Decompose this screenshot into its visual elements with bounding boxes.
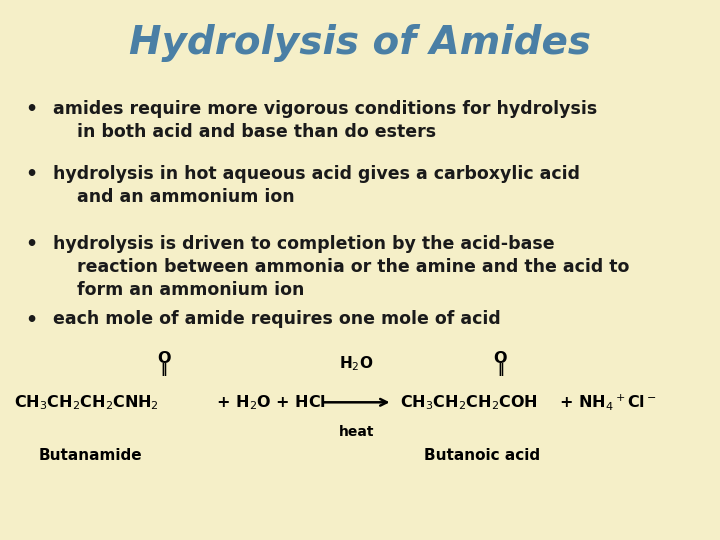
- Text: •: •: [25, 100, 37, 119]
- Text: •: •: [25, 235, 37, 254]
- Text: + NH$_4$$^+$Cl$^-$: + NH$_4$$^+$Cl$^-$: [554, 392, 657, 413]
- Text: ‖: ‖: [161, 363, 168, 376]
- Text: H$_2$O: H$_2$O: [339, 354, 374, 373]
- Text: hydrolysis in hot aqueous acid gives a carboxylic acid
    and an ammonium ion: hydrolysis in hot aqueous acid gives a c…: [53, 165, 580, 206]
- Text: ‖: ‖: [497, 363, 504, 376]
- Text: Hydrolysis of Amides: Hydrolysis of Amides: [129, 24, 591, 62]
- Text: heat: heat: [338, 425, 374, 439]
- Text: •: •: [25, 165, 37, 184]
- Text: + H$_2$O + HCl: + H$_2$O + HCl: [211, 393, 326, 411]
- Text: •: •: [25, 310, 37, 329]
- Text: CH$_3$CH$_2$CH$_2$CNH$_2$: CH$_3$CH$_2$CH$_2$CNH$_2$: [14, 393, 159, 411]
- Text: hydrolysis is driven to completion by the acid-base
    reaction between ammonia: hydrolysis is driven to completion by th…: [53, 235, 629, 299]
- Text: O: O: [158, 350, 171, 366]
- Text: Butanoic acid: Butanoic acid: [424, 448, 541, 463]
- Text: O: O: [494, 350, 507, 366]
- Text: amides require more vigorous conditions for hydrolysis
    in both acid and base: amides require more vigorous conditions …: [53, 100, 597, 141]
- Text: Butanamide: Butanamide: [38, 448, 142, 463]
- Text: each mole of amide requires one mole of acid: each mole of amide requires one mole of …: [53, 310, 500, 328]
- Text: CH$_3$CH$_2$CH$_2$COH: CH$_3$CH$_2$CH$_2$COH: [400, 393, 538, 411]
